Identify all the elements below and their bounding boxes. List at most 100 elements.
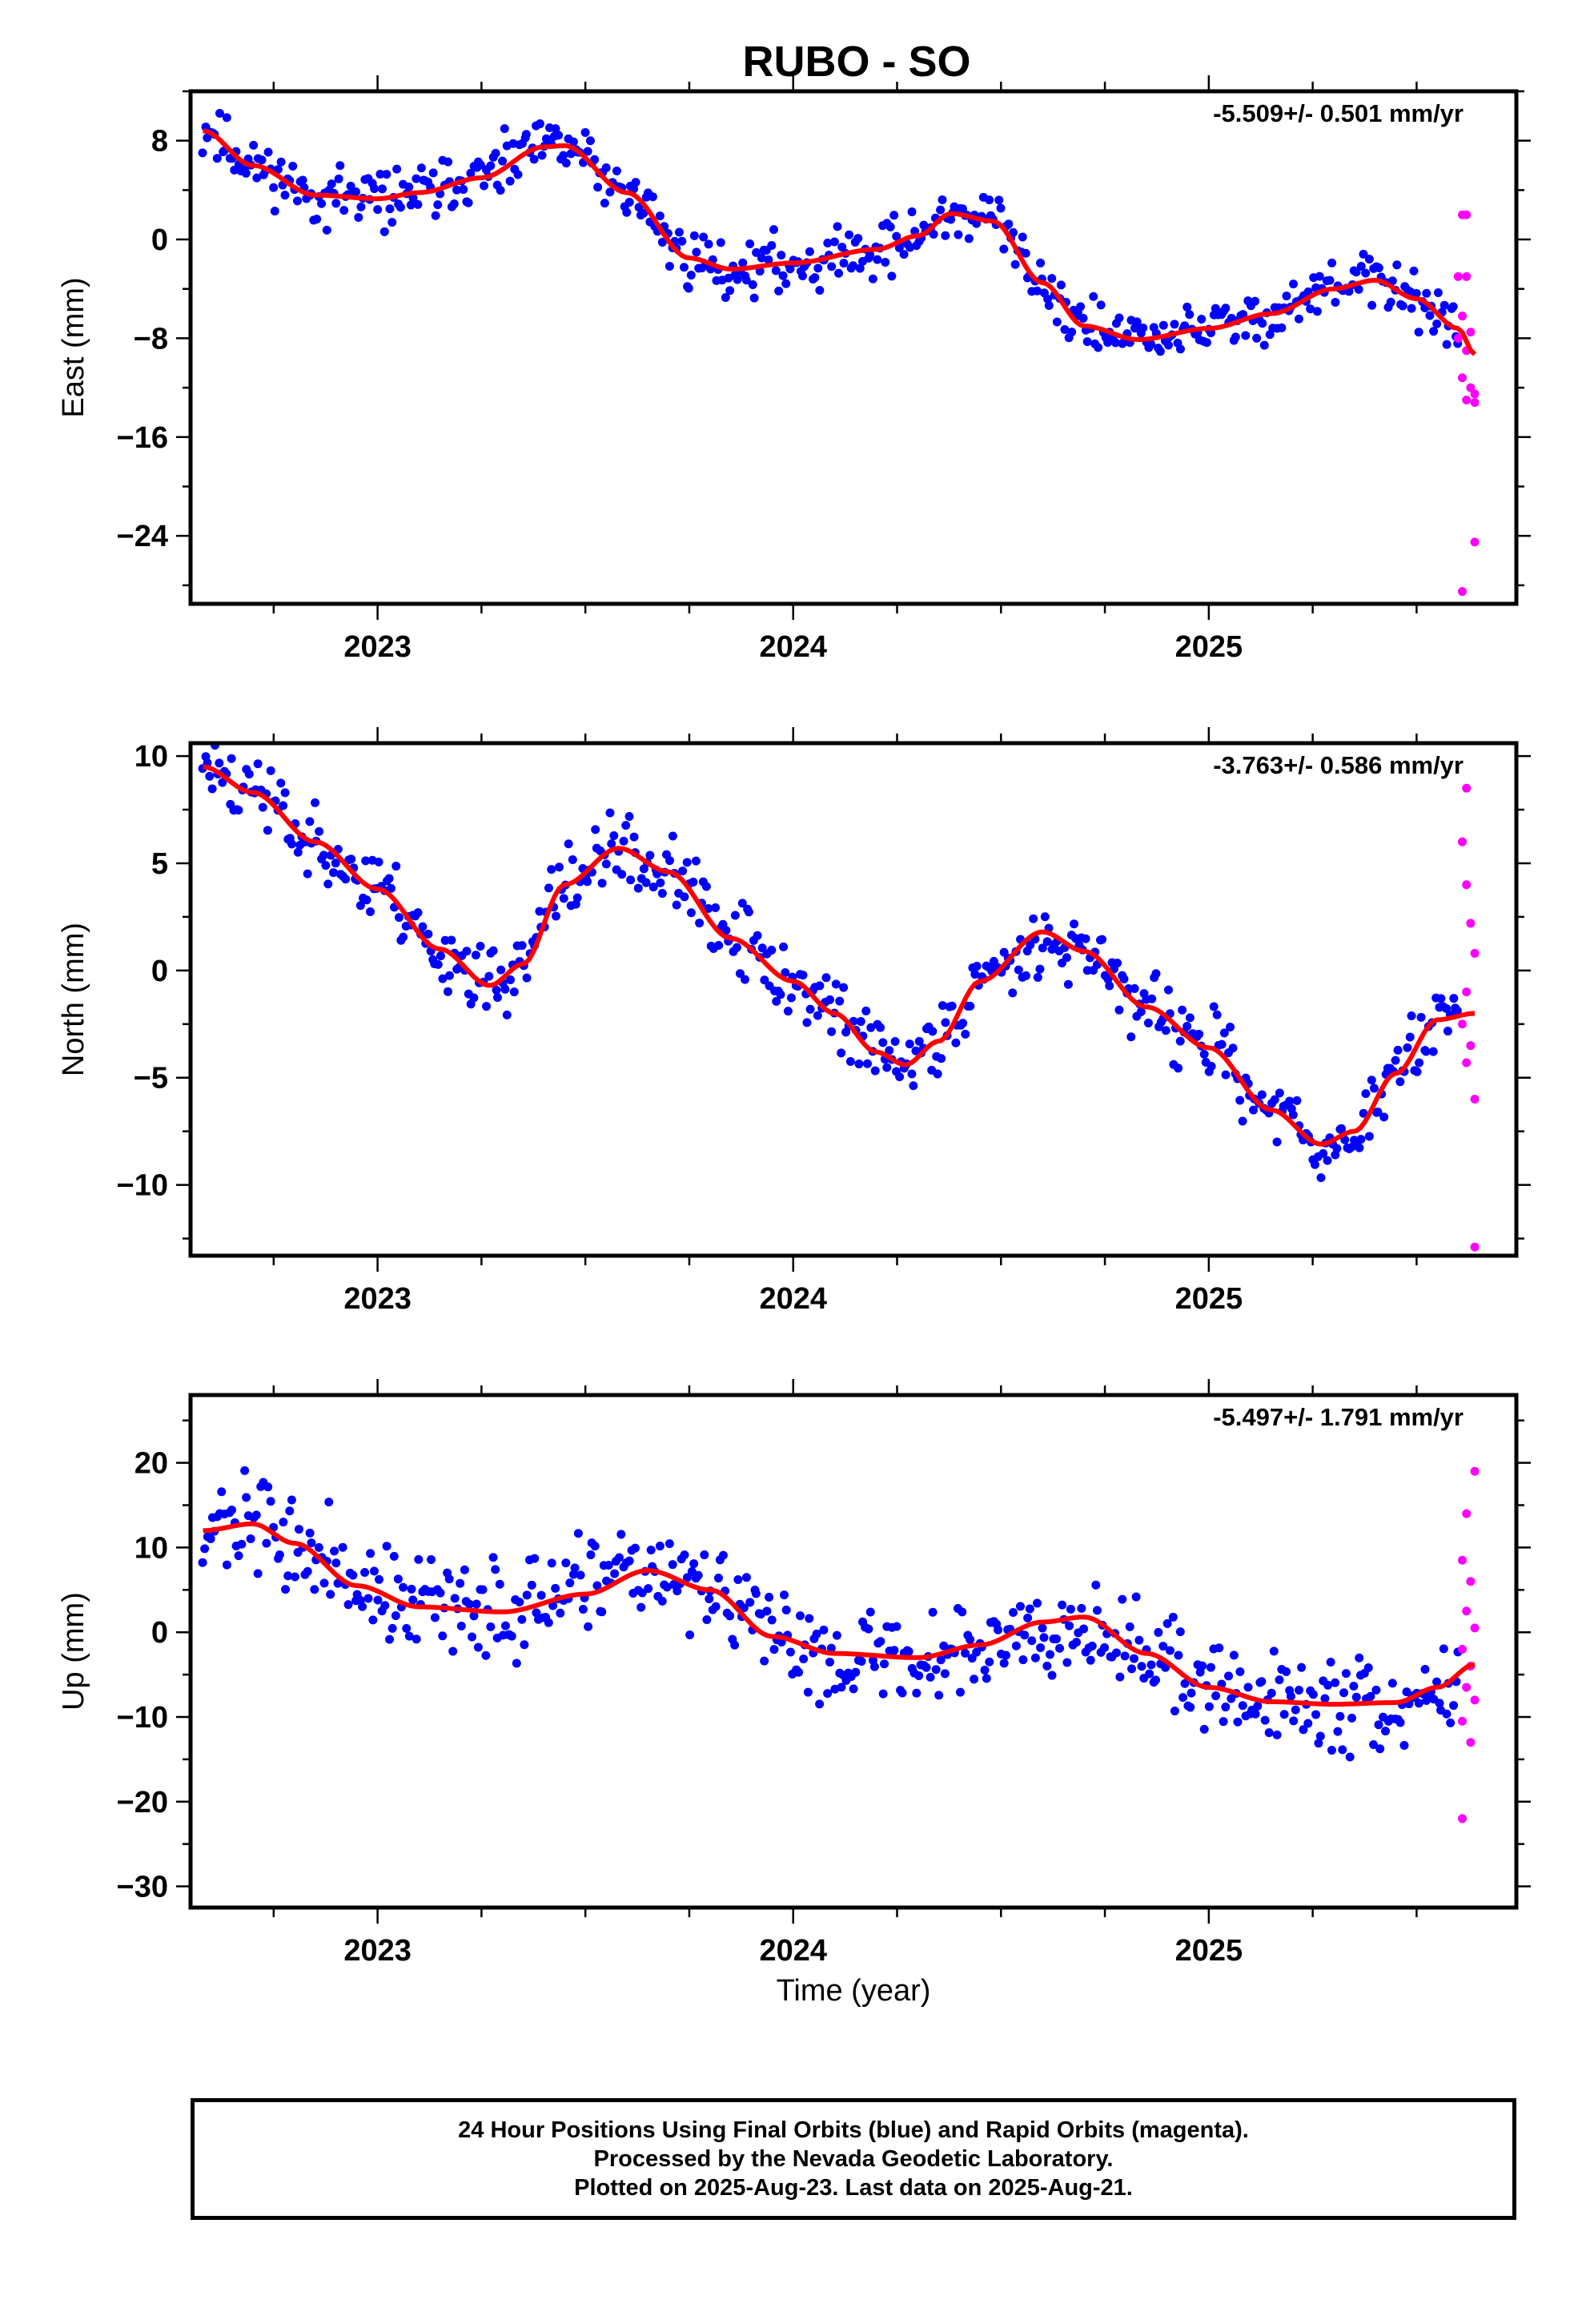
final-orbit-point — [305, 1528, 315, 1538]
final-orbit-point — [1145, 1669, 1154, 1679]
final-orbit-point — [741, 275, 751, 285]
final-orbit-point — [314, 1542, 323, 1552]
final-orbit-point — [744, 907, 753, 917]
final-orbit-point — [607, 839, 616, 849]
final-orbit-point — [253, 759, 263, 769]
final-orbit-point — [1229, 1651, 1239, 1660]
final-orbit-point — [1371, 1685, 1381, 1695]
final-orbit-point — [1185, 310, 1195, 320]
final-orbit-point — [689, 1559, 699, 1569]
final-orbit-point — [399, 1582, 408, 1592]
final-orbit-point — [1008, 988, 1018, 998]
final-orbit-point — [449, 199, 459, 209]
final-orbit-point — [741, 975, 750, 984]
final-orbit-point — [234, 806, 243, 815]
final-orbit-point — [1448, 302, 1458, 312]
final-orbit-point — [795, 1611, 805, 1621]
rapid-orbit-point — [1470, 948, 1480, 958]
final-orbit-point — [1387, 276, 1397, 286]
final-orbit-point — [1312, 307, 1322, 316]
final-orbit-point — [1118, 1594, 1127, 1604]
final-orbit-point — [319, 850, 328, 860]
rapid-orbit-point — [1462, 880, 1472, 890]
final-orbit-point — [1233, 1717, 1243, 1727]
final-orbit-point — [1219, 1028, 1229, 1038]
final-orbit-point — [1253, 1701, 1263, 1711]
final-orbit-point — [269, 183, 279, 192]
final-orbit-point — [933, 1069, 942, 1079]
final-orbit-point — [657, 889, 667, 899]
final-orbit-point — [1062, 953, 1071, 963]
final-orbit-point — [701, 882, 711, 891]
final-orbit-point — [1170, 1707, 1179, 1716]
final-orbit-point — [914, 1671, 924, 1681]
final-orbit-point — [1163, 340, 1173, 350]
final-orbit-point — [373, 205, 383, 215]
final-orbit-point — [704, 903, 713, 913]
y-tick-label: −30 — [117, 1871, 168, 1904]
final-orbit-point — [418, 922, 428, 931]
final-orbit-point — [665, 262, 674, 271]
final-orbit-point — [307, 1538, 316, 1548]
final-orbit-point — [946, 215, 956, 224]
final-orbit-point — [673, 1586, 682, 1596]
rapid-orbit-point — [1466, 1577, 1476, 1586]
final-orbit-point — [480, 181, 489, 191]
final-orbit-point — [565, 1578, 575, 1588]
final-orbit-point — [1416, 1012, 1426, 1022]
final-orbit-point — [544, 883, 553, 893]
final-orbit-point — [1269, 1647, 1279, 1656]
final-orbit-point — [498, 156, 508, 166]
final-orbit-point — [1339, 1688, 1349, 1698]
final-orbit-point — [554, 131, 564, 140]
final-orbit-point — [1249, 1105, 1259, 1115]
final-orbit-point — [200, 1544, 210, 1554]
data-layer — [198, 743, 1480, 1252]
final-orbit-point — [339, 206, 349, 215]
final-orbit-point — [460, 1565, 469, 1574]
final-orbit-point — [356, 202, 366, 211]
final-orbit-point — [1082, 337, 1092, 347]
final-orbit-point — [1364, 255, 1374, 264]
final-orbit-point — [1021, 248, 1030, 258]
final-orbit-point — [385, 204, 395, 214]
final-orbit-point — [1315, 271, 1324, 281]
final-orbit-point — [849, 1684, 858, 1694]
final-orbit-point — [1442, 340, 1452, 349]
final-orbit-point — [1209, 1002, 1219, 1011]
final-orbit-point — [312, 215, 322, 224]
final-orbit-point — [928, 1027, 938, 1036]
final-orbit-point — [1100, 1642, 1110, 1652]
final-orbit-point — [1275, 1088, 1284, 1098]
data-layer — [198, 108, 1480, 597]
final-orbit-point — [985, 195, 994, 205]
final-orbit-point — [215, 108, 224, 118]
final-orbit-point — [404, 183, 414, 192]
final-orbit-point — [1040, 912, 1050, 922]
rapid-orbit-point — [1458, 1555, 1468, 1565]
final-orbit-point — [745, 239, 755, 249]
final-orbit-point — [1369, 1740, 1379, 1750]
final-orbit-point — [275, 1550, 284, 1559]
y-tick-label: 0 — [151, 223, 168, 257]
final-orbit-point — [559, 894, 568, 903]
final-orbit-point — [1428, 1047, 1438, 1056]
final-orbit-point — [1119, 975, 1129, 984]
final-orbit-point — [958, 1019, 968, 1028]
final-orbit-point — [584, 1622, 593, 1631]
final-orbit-point — [1023, 1613, 1033, 1622]
final-orbit-point — [586, 1550, 596, 1560]
final-orbit-point — [672, 900, 681, 910]
final-orbit-point — [819, 1625, 829, 1634]
y-tick-label: 8 — [151, 125, 168, 159]
final-orbit-point — [1155, 347, 1165, 356]
final-orbit-point — [905, 1039, 914, 1049]
final-orbit-point — [674, 227, 684, 237]
final-orbit-point — [263, 1482, 273, 1492]
final-orbit-point — [1206, 1663, 1215, 1672]
final-orbit-point — [767, 1615, 777, 1625]
final-orbit-point — [972, 961, 982, 971]
rapid-orbit-point — [1466, 1738, 1476, 1747]
final-orbit-point — [1292, 1096, 1302, 1105]
y-axis-label: Up (mm) — [57, 1592, 90, 1711]
